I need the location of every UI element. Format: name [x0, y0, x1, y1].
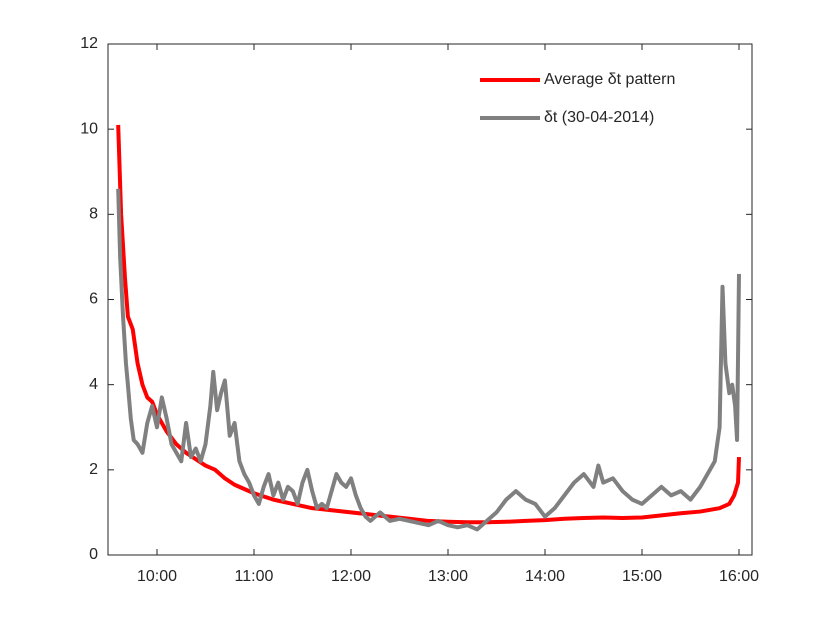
legend-label: δt (30-04-2014) [544, 109, 654, 126]
x-tick-label: 12:00 [331, 568, 371, 585]
legend-label: Average δt pattern [544, 71, 675, 88]
y-tick-label: 12 [80, 35, 98, 52]
legend [470, 62, 740, 138]
x-tick-label: 15:00 [622, 568, 662, 585]
x-tick-label: 14:00 [525, 568, 565, 585]
x-tick-label: 16:00 [719, 568, 759, 585]
x-tick-label: 13:00 [428, 568, 468, 585]
y-tick-label: 8 [89, 206, 98, 223]
y-tick-label: 2 [89, 461, 98, 478]
data-line [116, 124, 741, 525]
y-tick-label: 10 [80, 120, 98, 137]
data-line [116, 188, 741, 532]
x-tick-label: 10:00 [137, 568, 177, 585]
y-tick-label: 6 [89, 291, 98, 308]
y-tick-label: 4 [89, 376, 98, 393]
x-tick-label: 11:00 [235, 568, 274, 585]
y-tick-label: 0 [89, 546, 98, 563]
